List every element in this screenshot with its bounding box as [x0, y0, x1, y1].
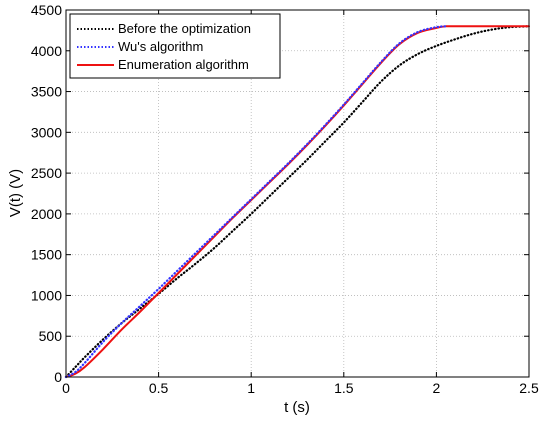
- y-tick-label: 3000: [31, 124, 62, 140]
- legend-label-wu-algorithm: Wu's algorithm: [118, 39, 203, 54]
- grid: [66, 10, 529, 377]
- y-tick-label: 500: [39, 328, 63, 344]
- legend-label-enumeration-algorithm: Enumeration algorithm: [118, 57, 249, 72]
- y-tick-label: 4000: [31, 43, 62, 59]
- x-tick-label: 2: [433, 380, 441, 396]
- series-wu-algorithm: [64, 25, 447, 379]
- x-tick-labels: 0 0.5 1 1.5 2 2.5: [62, 380, 539, 396]
- series-lines: [64, 25, 531, 379]
- x-tick-label: 0.5: [149, 380, 169, 396]
- plot-frame: [65, 9, 530, 378]
- x-axis-label: t (s): [284, 399, 310, 416]
- y-tick-label: 0: [54, 369, 62, 385]
- x-tick-label: 2.5: [519, 380, 539, 396]
- x-tick-label: 1: [247, 380, 255, 396]
- x-tick-label: 1.5: [334, 380, 354, 396]
- legend-label-before-optimization: Before the optimization: [118, 21, 251, 36]
- legend: Before the optimization Wu's algorithm E…: [69, 13, 281, 79]
- y-tick-label: 4500: [31, 2, 62, 18]
- y-tick-label: 1500: [31, 247, 62, 263]
- x-tick-label: 0: [62, 380, 70, 396]
- y-tick-label: 2000: [31, 206, 62, 222]
- y-tick-labels: 0 500 1000 1500 2000 2500 3000 3500 4000 4500: [31, 2, 62, 385]
- y-tick-label: 2500: [31, 165, 62, 181]
- y-tick-label: 3500: [31, 84, 62, 100]
- y-axis-label: V(t) (V): [7, 169, 24, 217]
- y-tick-label: 1000: [31, 287, 62, 303]
